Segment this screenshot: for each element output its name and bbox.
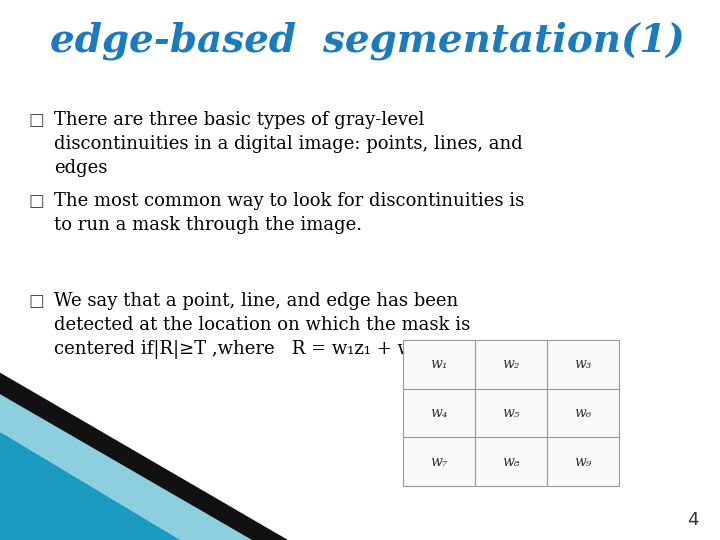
Bar [475,437,547,486]
Text: w₂: w₂ [503,357,520,372]
Text: □: □ [29,292,45,309]
Bar [547,389,619,437]
Bar [403,389,475,437]
Polygon shape [0,432,252,540]
Text: □: □ [29,111,45,129]
Text: w₃: w₃ [575,357,592,372]
Bar [547,340,619,389]
Bar [475,340,547,389]
Text: w₄: w₄ [431,406,448,420]
Text: 4: 4 [687,511,698,529]
Text: There are three basic types of gray-level
discontinuities in a digital image: po: There are three basic types of gray-leve… [54,111,523,177]
Text: w₇: w₇ [431,455,448,469]
Bar [547,437,619,486]
Text: w₈: w₈ [503,455,520,469]
Text: w₆: w₆ [575,406,592,420]
Text: w₁: w₁ [431,357,448,372]
Bar [403,437,475,486]
Text: The most common way to look for discontinuities is
to run a mask through the ima: The most common way to look for disconti… [54,192,524,234]
Polygon shape [0,394,252,540]
Text: We say that a point, line, and edge has been
detected at the location on which t: We say that a point, line, and edge has … [54,292,554,359]
Bar [475,389,547,437]
Bar [403,340,475,389]
Text: □: □ [29,192,45,210]
Text: w₅: w₅ [503,406,520,420]
Text: edge-based  segmentation(1): edge-based segmentation(1) [50,22,685,60]
Text: w₉: w₉ [575,455,592,469]
Polygon shape [0,373,288,540]
